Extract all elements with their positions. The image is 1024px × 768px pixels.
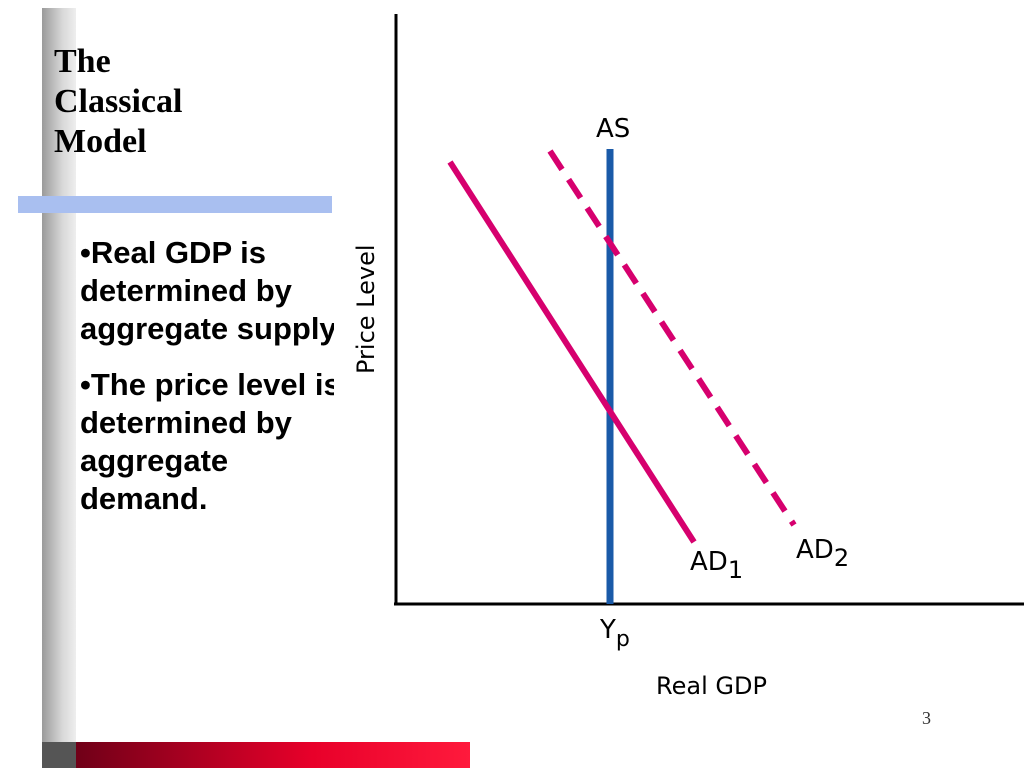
- ad1-label-main: AD: [690, 547, 728, 577]
- left-decorative-bar: [42, 8, 76, 768]
- ad2-label: AD2: [796, 535, 849, 572]
- left-bar-bottom-block: [42, 742, 76, 768]
- ad2-label-main: AD: [796, 535, 834, 565]
- ad1-label-sub: 1: [728, 556, 743, 584]
- bottom-accent-stripe: [76, 742, 470, 768]
- page-number: 3: [922, 708, 931, 728]
- ad-as-diagram: AS AD1 AD2 Yp Real GDP Price Level: [352, 14, 1024, 700]
- bullet-list: •Real GDP is determined by aggregate sup…: [80, 234, 342, 536]
- y-axis-label: Price Level: [352, 244, 380, 374]
- slide-title-line: Classical: [54, 83, 183, 120]
- yp-label-sub: p: [616, 627, 630, 652]
- slide-title-line: Model: [54, 123, 147, 160]
- ad1-label: AD1: [690, 547, 743, 584]
- bullet-item: •Real GDP is determined by aggregate sup…: [80, 235, 337, 346]
- ad2-line: [547, 149, 797, 527]
- ad2-label-sub: 2: [834, 544, 849, 572]
- bullet-item: •The price level is determined by aggreg…: [80, 367, 341, 516]
- yp-label: Yp: [599, 615, 630, 652]
- diagram-panel: [334, 10, 1024, 712]
- x-axis-label: Real GDP: [656, 672, 767, 700]
- ad1-line: [447, 160, 697, 544]
- yp-label-main: Y: [599, 615, 616, 645]
- slide-title-line: The: [54, 43, 111, 80]
- as-label: AS: [596, 114, 630, 144]
- title-accent-bar: [18, 196, 332, 213]
- slide-title: The Classical Model: [54, 42, 254, 162]
